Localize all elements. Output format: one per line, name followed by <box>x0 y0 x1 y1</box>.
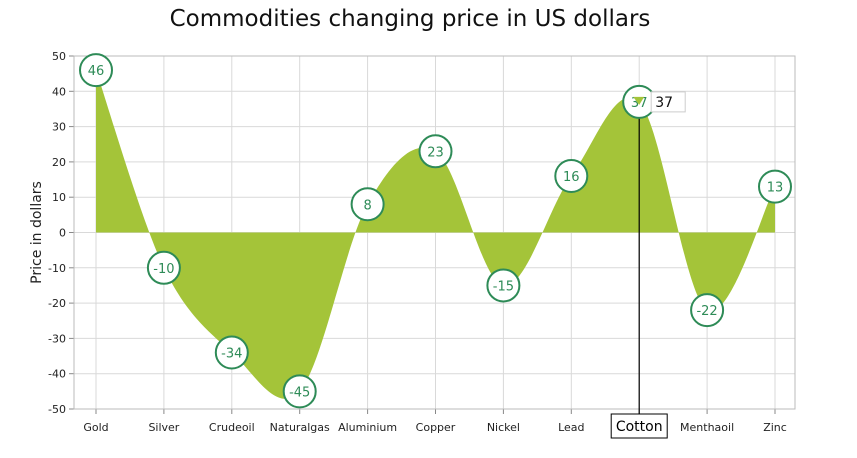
data-point-marker[interactable] <box>690 293 725 328</box>
data-point-marker[interactable] <box>79 53 113 88</box>
y-tick-label: 30 <box>52 121 66 134</box>
area-series[interactable] <box>96 70 775 399</box>
x-tick-label: Crudeoil <box>209 421 255 434</box>
data-label: 8 <box>363 198 371 213</box>
data-point-marker[interactable] <box>350 187 385 222</box>
tooltip-box <box>650 91 686 113</box>
x-tick-label: Menthaoil <box>680 421 734 434</box>
y-tick-label: -30 <box>48 332 66 345</box>
tooltip-value: 37 <box>655 95 673 111</box>
y-tick-label: -40 <box>48 368 66 381</box>
y-tick-label: 0 <box>59 227 66 240</box>
x-tick-label: Lead <box>558 421 584 434</box>
y-tick-label: 50 <box>52 50 66 63</box>
data-point-marker[interactable] <box>486 268 521 303</box>
tooltip-pointer-icon <box>633 96 645 105</box>
data-point-marker[interactable] <box>418 134 453 169</box>
chart-title: Commodities changing price in US dollars <box>169 6 651 32</box>
y-tick-label: 20 <box>52 156 66 169</box>
x-tick-label: Aluminium <box>338 421 397 434</box>
x-tick-label: Zinc <box>763 421 787 434</box>
y-tick-label: -10 <box>48 262 66 275</box>
x-tick-label: Nickel <box>487 421 520 434</box>
data-label: 16 <box>563 170 580 185</box>
data-point-marker[interactable] <box>214 335 249 370</box>
data-label: -15 <box>493 279 514 294</box>
x-tick-label: Naturalgas <box>270 421 330 434</box>
data-label: -45 <box>289 385 310 400</box>
plot-border <box>73 55 796 410</box>
x-tick-label: Copper <box>416 421 456 434</box>
x-tick-label: Gold <box>83 421 108 434</box>
data-label: 46 <box>88 64 105 79</box>
data-point-marker[interactable] <box>282 374 317 409</box>
data-label: -22 <box>696 304 717 319</box>
y-tick-label: 40 <box>52 85 66 98</box>
y-tick-label: 10 <box>52 191 66 204</box>
y-axis-title: Price in dollars <box>29 181 45 284</box>
data-point-marker[interactable] <box>758 169 792 204</box>
data-point-marker[interactable] <box>554 159 589 194</box>
data-label: 23 <box>427 145 444 160</box>
data-point-marker[interactable] <box>146 250 181 285</box>
crosshair-x-label-box <box>610 413 668 439</box>
y-tick-label: -20 <box>48 297 66 310</box>
y-tick-label: -50 <box>48 403 66 416</box>
data-label: -10 <box>153 262 174 277</box>
data-label: 13 <box>767 181 784 196</box>
crosshair-x-label: Cotton <box>616 419 663 435</box>
data-label: -34 <box>221 347 242 362</box>
x-tick-label: Silver <box>148 421 179 434</box>
